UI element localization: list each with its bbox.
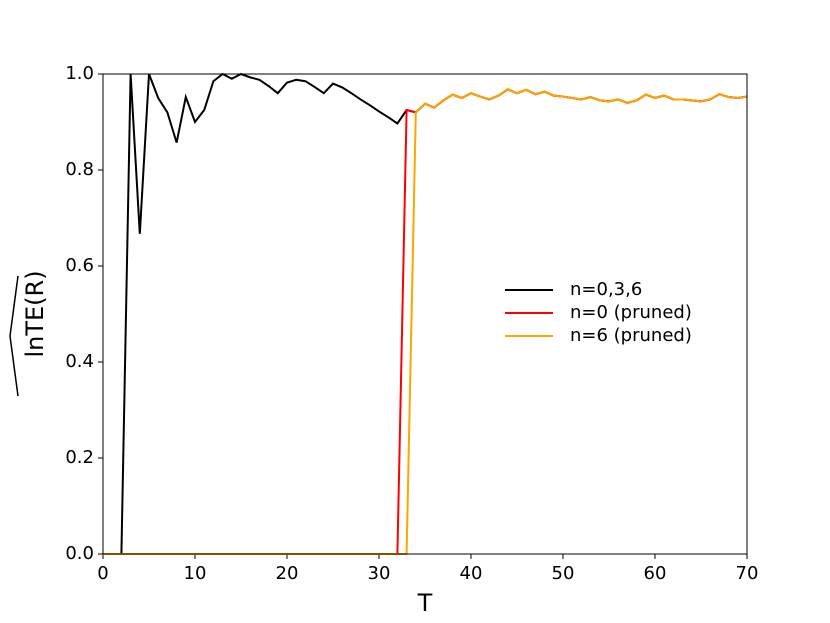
legend-label: n=0 (pruned) [570, 302, 692, 323]
y-tick-label: 0.2 [65, 447, 94, 468]
y-tick-label: 1.0 [65, 63, 94, 84]
y-axis-label-group: lnTE(R) [9, 270, 49, 397]
legend-label: n=0,3,6 [570, 279, 642, 300]
y-tick-label: 0.0 [65, 543, 94, 564]
x-tick-label: 10 [184, 563, 207, 584]
x-tick-label: 70 [736, 563, 759, 584]
x-tick-label: 0 [97, 563, 108, 584]
y-tick-label: 0.6 [65, 255, 94, 276]
y-axis-label: lnTE(R) [21, 270, 49, 357]
x-tick-label: 20 [276, 563, 299, 584]
x-tick-label: 60 [644, 563, 667, 584]
y-tick-label: 0.8 [65, 159, 94, 180]
plot-frame [102, 73, 748, 555]
legend-label: n=6 (pruned) [570, 325, 692, 346]
x-tick-label: 40 [460, 563, 483, 584]
x-axis-label: T [417, 589, 433, 617]
x-tick-label: 30 [368, 563, 391, 584]
y-tick-label: 0.4 [65, 351, 94, 372]
hat [9, 275, 19, 397]
x-tick-label: 50 [552, 563, 575, 584]
